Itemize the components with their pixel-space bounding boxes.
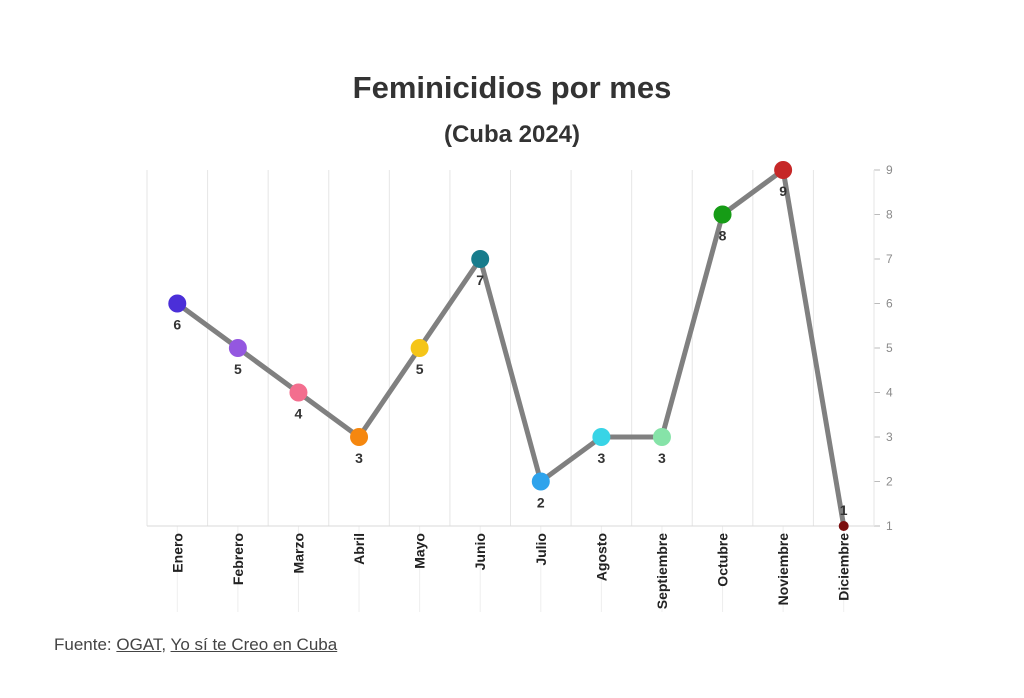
x-tick-label: Noviembre bbox=[775, 533, 791, 606]
data-point bbox=[713, 205, 732, 224]
x-tick-label: Marzo bbox=[290, 533, 306, 573]
data-label: 1 bbox=[840, 502, 848, 518]
data-point bbox=[592, 428, 611, 446]
y-tick-label: 4 bbox=[886, 386, 893, 400]
x-tick-label: Diciembre bbox=[836, 533, 852, 601]
data-label: 2 bbox=[537, 495, 545, 511]
y-tick-label: 2 bbox=[886, 475, 893, 489]
y-tick-label: 3 bbox=[886, 430, 893, 444]
data-point bbox=[774, 161, 793, 179]
data-point bbox=[168, 294, 187, 313]
x-tick-label: Octubre bbox=[715, 533, 731, 587]
y-tick-label: 1 bbox=[886, 519, 893, 533]
data-label: 6 bbox=[173, 317, 181, 333]
data-label: 9 bbox=[779, 183, 787, 199]
data-label: 4 bbox=[295, 406, 303, 422]
x-tick-label: Febrero bbox=[230, 533, 246, 585]
data-point bbox=[531, 472, 550, 491]
x-tick-label: Julio bbox=[533, 533, 549, 566]
data-label: 3 bbox=[658, 450, 666, 466]
source-prefix: Fuente: bbox=[54, 635, 117, 654]
x-tick-label: Septiembre bbox=[654, 533, 670, 609]
data-point bbox=[410, 339, 429, 357]
series-line bbox=[174, 167, 847, 529]
x-tick-label: Abril bbox=[351, 533, 367, 565]
data-label: 5 bbox=[416, 361, 424, 377]
x-tick-label: Mayo bbox=[412, 533, 428, 569]
chart-subtitle: (Cuba 2024) bbox=[443, 121, 581, 148]
data-label: 8 bbox=[719, 228, 727, 244]
y-tick-label: 6 bbox=[886, 297, 893, 311]
data-point bbox=[838, 521, 849, 531]
chart-title: Feminicidios por mes bbox=[352, 70, 672, 105]
y-tick-label: 8 bbox=[886, 208, 893, 222]
source-separator: , bbox=[161, 635, 171, 654]
data-point bbox=[228, 339, 247, 357]
x-tick-label: Enero bbox=[169, 533, 185, 573]
y-tick-label: 5 bbox=[886, 341, 893, 355]
data-point bbox=[289, 383, 308, 402]
source-link-ogat[interactable]: OGAT bbox=[116, 635, 162, 654]
data-label: 5 bbox=[234, 361, 242, 377]
data-point bbox=[471, 250, 490, 268]
data-label: 3 bbox=[355, 450, 363, 466]
data-point bbox=[350, 428, 369, 446]
data-label: 3 bbox=[597, 450, 605, 466]
data-point bbox=[652, 428, 671, 446]
y-tick-label: 9 bbox=[886, 163, 893, 177]
source-footer: Fuente: OGAT, Yo sí te Creo en Cuba bbox=[54, 635, 337, 655]
x-tick-label: Agosto bbox=[593, 533, 609, 581]
y-tick-label: 7 bbox=[886, 252, 893, 266]
source-link-yosi[interactable]: Yo sí te Creo en Cuba bbox=[170, 635, 338, 654]
data-label: 7 bbox=[476, 272, 484, 288]
x-tick-label: Junio bbox=[472, 533, 488, 570]
